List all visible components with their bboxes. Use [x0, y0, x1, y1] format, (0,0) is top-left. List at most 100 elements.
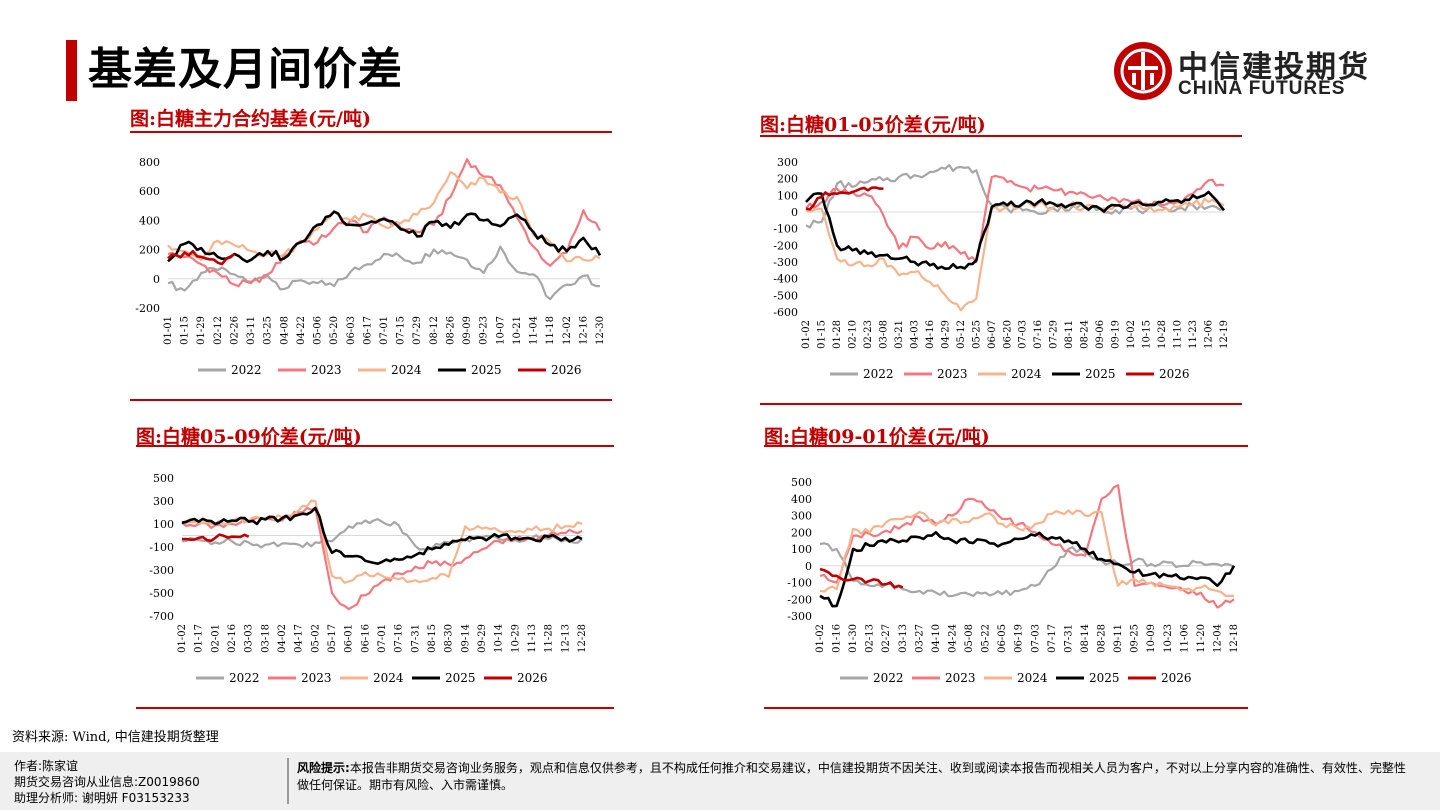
- page-title: 基差及月间价差: [88, 44, 403, 95]
- y-tick-label: 0: [791, 206, 798, 219]
- x-tick-label: 02-23: [863, 320, 874, 349]
- x-tick-label: 11-28: [544, 624, 555, 653]
- series-line-2024: [167, 171, 601, 263]
- x-tick-label: 05-12: [956, 320, 967, 349]
- x-tick-label: 10-14: [494, 624, 505, 653]
- x-tick-label: 08-11: [1064, 320, 1075, 349]
- x-tick-label: 05-02: [310, 624, 321, 653]
- x-tick-label: 03-27: [914, 624, 925, 653]
- series-line-2023: [181, 506, 583, 611]
- x-tick-label: 07-31: [1063, 624, 1074, 653]
- x-tick-label: 09-09: [462, 316, 473, 345]
- y-tick-label: -100: [787, 577, 812, 590]
- x-tick-label: 06-19: [1014, 624, 1025, 653]
- x-tick-label: 04-03: [909, 320, 920, 349]
- x-tick-label: 11-06: [1179, 624, 1190, 653]
- legend-label: 2026: [517, 671, 548, 685]
- series-line-2023: [805, 174, 1225, 264]
- x-tick-label: 06-01: [344, 624, 355, 653]
- x-tick-label: 03-13: [898, 624, 909, 653]
- series-line-2026: [167, 249, 236, 266]
- chart-spread-05-09-plot: -700 -500 -300 -100 100 300 500 01-02 01-17 02-01…: [136, 445, 614, 709]
- x-tick-label: 08-28: [1097, 624, 1108, 653]
- chart-title: 图:白糖01-05价差(元/吨): [760, 114, 986, 136]
- title-accent-bar: [66, 40, 77, 101]
- legend-label: 2022: [229, 671, 260, 685]
- license-number: 期货交易咨询从业信息:Z0019860: [14, 775, 200, 789]
- x-tick-label: 06-05: [997, 624, 1008, 653]
- x-tick-label: 01-15: [816, 320, 827, 349]
- x-tick-label: 10-29: [510, 624, 521, 653]
- x-tick-label: 08-24: [1080, 320, 1091, 349]
- x-tick-label: 07-01: [379, 316, 390, 345]
- y-tick-label: -400: [773, 273, 798, 286]
- x-tick-label: 09-14: [460, 624, 471, 653]
- risk-disclaimer: 风险提示:本报告非期货交易咨询业务服务，观点和信息仅供参考，且不构成任何推介和交…: [297, 760, 1407, 794]
- legend-label: 2024: [1011, 367, 1042, 381]
- x-tick-label: 10-23: [1163, 624, 1174, 653]
- legend-label: 2025: [1089, 671, 1120, 685]
- x-tick-label: 07-03: [1018, 320, 1029, 349]
- legend-label: 2024: [1017, 671, 1048, 685]
- x-tick-label: 04-16: [925, 320, 936, 349]
- y-tick-label: 100: [777, 189, 798, 202]
- y-tick-label: -100: [149, 541, 174, 554]
- footer-divider: [287, 758, 289, 804]
- chart-spread-01-05-plot: -600 -500 -400 -300 -200 -100 0 100 200 300 01-02 0…: [760, 135, 1242, 405]
- y-tick-label: -300: [787, 610, 812, 623]
- x-tick-label: 03-21: [894, 320, 905, 349]
- y-tick-label: 500: [153, 472, 174, 485]
- x-tick-label: 02-26: [229, 316, 240, 345]
- chart-title: 图:白糖05-09价差(元/吨): [136, 426, 362, 448]
- series-line-2022: [167, 245, 601, 301]
- series-line-2022: [181, 518, 583, 551]
- legend-label: 2022: [231, 363, 262, 377]
- author-info: 作者:陈家谊 期货交易咨询从业信息:Z0019860 助理分析师: 谢明妍 F0…: [14, 758, 200, 806]
- x-tick-label: 11-13: [527, 624, 538, 653]
- x-tick-label: 01-02: [801, 320, 812, 349]
- x-tick-label: 03-25: [263, 316, 274, 345]
- china-futures-logo: 中信建投期货 CHINA FUTURES: [1112, 40, 1382, 104]
- legend-label: 2024: [373, 671, 404, 685]
- x-tick-label: 09-06: [1095, 320, 1106, 349]
- series-line-2023: [819, 484, 1235, 609]
- x-tick-label: 05-25: [971, 320, 982, 349]
- y-tick-label: -300: [773, 256, 798, 269]
- legend-label: 2025: [471, 363, 502, 377]
- x-tick-label: 09-19: [1111, 320, 1122, 349]
- x-tick-label: 04-10: [931, 624, 942, 653]
- x-tick-label: 07-17: [1047, 624, 1058, 653]
- y-tick-label: 100: [153, 518, 174, 531]
- x-tick-label: 07-16: [394, 624, 405, 653]
- x-tick-label: 06-20: [1002, 320, 1013, 349]
- x-tick-label: 08-26: [445, 316, 456, 345]
- x-tick-label: 04-22: [296, 316, 307, 345]
- x-tick-label: 01-17: [194, 624, 205, 653]
- x-tick-label: 06-17: [362, 316, 373, 345]
- y-tick-label: -300: [149, 564, 174, 577]
- legend-label: 2022: [873, 671, 904, 685]
- y-tick-label: 300: [791, 510, 812, 523]
- chart-spread-09-01: 图:白糖09-01价差(元/吨) -300 -200 -100 0 100 200 300 4…: [764, 422, 1250, 712]
- y-tick-label: -200: [787, 593, 812, 606]
- legend-label: 2024: [391, 363, 422, 377]
- series-line-2025: [805, 190, 1226, 270]
- x-tick-label: 07-31: [410, 624, 421, 653]
- legend-label: 2022: [863, 367, 894, 381]
- x-tick-label: 12-19: [1219, 320, 1230, 349]
- x-tick-label: 04-17: [294, 624, 305, 653]
- y-tick-label: 200: [139, 244, 160, 257]
- logo-emblem-icon: [1114, 42, 1172, 100]
- x-tick-label: 11-23: [1188, 320, 1199, 349]
- y-tick-label: 0: [153, 273, 160, 286]
- x-tick-label: 12-30: [595, 316, 606, 345]
- footer: 作者:陈家谊 期货交易咨询从业信息:Z0019860 助理分析师: 谢明妍 F0…: [0, 752, 1440, 810]
- y-tick-label: 800: [139, 156, 160, 169]
- y-tick-label: -100: [773, 223, 798, 236]
- x-tick-label: 12-13: [560, 624, 571, 653]
- x-tick-label: 01-29: [196, 316, 207, 345]
- legend-label: 2026: [1161, 671, 1192, 685]
- author-name: 作者:陈家谊: [14, 759, 79, 773]
- legend-label: 2023: [945, 671, 976, 685]
- legend-label: 2023: [311, 363, 342, 377]
